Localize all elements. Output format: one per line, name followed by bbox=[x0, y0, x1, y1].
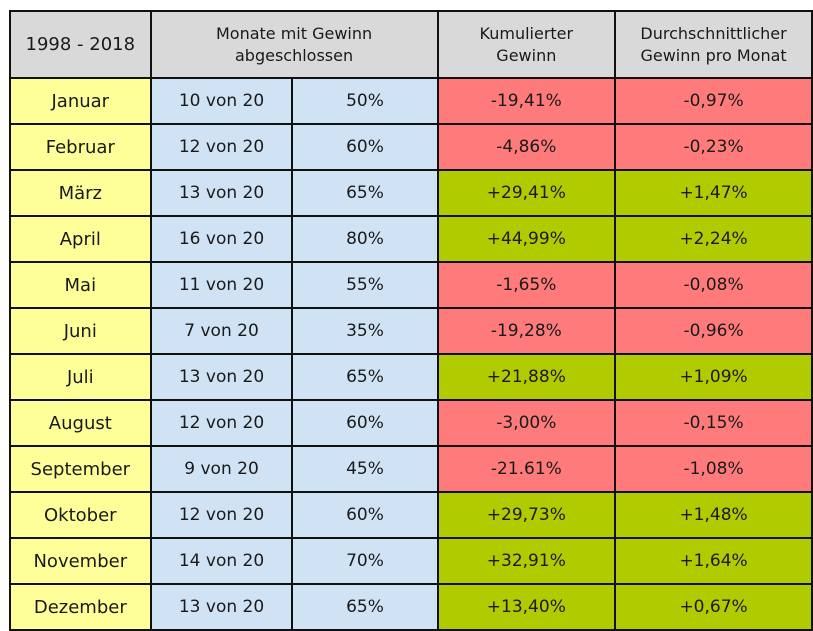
table-row: Oktober 12 von 20 60% +29,73% +1,48% bbox=[9, 491, 813, 539]
count-cell: 12 von 20 bbox=[149, 399, 294, 447]
average-cell: -0,08% bbox=[614, 261, 813, 309]
percent-cell: 60% bbox=[291, 491, 439, 539]
month-cell: November bbox=[9, 537, 152, 585]
average-cell: -0,23% bbox=[614, 123, 813, 171]
month-cell: Mai bbox=[9, 261, 152, 309]
count-cell: 11 von 20 bbox=[149, 261, 294, 309]
average-cell: +2,24% bbox=[614, 215, 813, 263]
average-cell: -0,96% bbox=[614, 307, 813, 355]
table-row: Juli 13 von 20 65% +21,88% +1,09% bbox=[9, 353, 813, 401]
count-cell: 12 von 20 bbox=[149, 123, 294, 171]
percent-cell: 60% bbox=[291, 399, 439, 447]
count-cell: 13 von 20 bbox=[149, 169, 294, 217]
header-months-profit: Monate mit Gewinn abgeschlossen bbox=[149, 10, 439, 79]
month-cell: März bbox=[9, 169, 152, 217]
count-cell: 14 von 20 bbox=[149, 537, 294, 585]
average-cell: -0,15% bbox=[614, 399, 813, 447]
table-row: August 12 von 20 60% -3,00% -0,15% bbox=[9, 399, 813, 447]
percent-cell: 80% bbox=[291, 215, 439, 263]
cumulative-cell: +21,88% bbox=[436, 353, 617, 401]
average-cell: +1,47% bbox=[614, 169, 813, 217]
cumulative-cell: +29,41% bbox=[436, 169, 617, 217]
month-cell: September bbox=[9, 445, 152, 493]
table-row: November 14 von 20 70% +32,91% +1,64% bbox=[9, 537, 813, 585]
header-cumulative: Kumulierter Gewinn bbox=[436, 10, 617, 79]
count-cell: 10 von 20 bbox=[149, 77, 294, 125]
count-cell: 13 von 20 bbox=[149, 353, 294, 401]
month-cell: Dezember bbox=[9, 583, 152, 631]
header-average: Durchschnittlicher Gewinn pro Monat bbox=[614, 10, 813, 79]
month-cell: Januar bbox=[9, 77, 152, 125]
cumulative-cell: -1,65% bbox=[436, 261, 617, 309]
table-row: Februar 12 von 20 60% -4,86% -0,23% bbox=[9, 123, 813, 171]
month-cell: Februar bbox=[9, 123, 152, 171]
cumulative-cell: -19,41% bbox=[436, 77, 617, 125]
month-cell: August bbox=[9, 399, 152, 447]
percent-cell: 70% bbox=[291, 537, 439, 585]
table-row: Dezember 13 von 20 65% +13,40% +0,67% bbox=[9, 583, 813, 631]
cumulative-cell: -4,86% bbox=[436, 123, 617, 171]
month-cell: April bbox=[9, 215, 152, 263]
month-cell: Juli bbox=[9, 353, 152, 401]
table-row: Juni 7 von 20 35% -19,28% -0,96% bbox=[9, 307, 813, 355]
percent-cell: 55% bbox=[291, 261, 439, 309]
cumulative-cell: -3,00% bbox=[436, 399, 617, 447]
percent-cell: 65% bbox=[291, 353, 439, 401]
cumulative-cell: -21.61% bbox=[436, 445, 617, 493]
cumulative-cell: -19,28% bbox=[436, 307, 617, 355]
average-cell: -0,97% bbox=[614, 77, 813, 125]
table-body: Januar 10 von 20 50% -19,41% -0,97% Februar 12… bbox=[9, 77, 813, 631]
count-cell: 9 von 20 bbox=[149, 445, 294, 493]
count-cell: 7 von 20 bbox=[149, 307, 294, 355]
header-period: 1998 - 2018 bbox=[9, 10, 152, 79]
month-cell: Juni bbox=[9, 307, 152, 355]
cumulative-cell: +29,73% bbox=[436, 491, 617, 539]
percent-cell: 65% bbox=[291, 583, 439, 631]
percent-cell: 50% bbox=[291, 77, 439, 125]
table-row: März 13 von 20 65% +29,41% +1,47% bbox=[9, 169, 813, 217]
header-row: 1998 - 2018 Monate mit Gewinn abgeschlos… bbox=[9, 10, 813, 79]
average-cell: -1,08% bbox=[614, 445, 813, 493]
average-cell: +1,09% bbox=[614, 353, 813, 401]
month-cell: Oktober bbox=[9, 491, 152, 539]
average-cell: +1,48% bbox=[614, 491, 813, 539]
count-cell: 13 von 20 bbox=[149, 583, 294, 631]
average-cell: +1,64% bbox=[614, 537, 813, 585]
percent-cell: 45% bbox=[291, 445, 439, 493]
cumulative-cell: +44,99% bbox=[436, 215, 617, 263]
monthly-profit-table: 1998 - 2018 Monate mit Gewinn abgeschlos… bbox=[9, 10, 813, 631]
cumulative-cell: +32,91% bbox=[436, 537, 617, 585]
percent-cell: 35% bbox=[291, 307, 439, 355]
cumulative-cell: +13,40% bbox=[436, 583, 617, 631]
table-row: Mai 11 von 20 55% -1,65% -0,08% bbox=[9, 261, 813, 309]
table-row: Januar 10 von 20 50% -19,41% -0,97% bbox=[9, 77, 813, 125]
table-row: April 16 von 20 80% +44,99% +2,24% bbox=[9, 215, 813, 263]
count-cell: 12 von 20 bbox=[149, 491, 294, 539]
average-cell: +0,67% bbox=[614, 583, 813, 631]
percent-cell: 60% bbox=[291, 123, 439, 171]
table-row: September 9 von 20 45% -21.61% -1,08% bbox=[9, 445, 813, 493]
percent-cell: 65% bbox=[291, 169, 439, 217]
count-cell: 16 von 20 bbox=[149, 215, 294, 263]
